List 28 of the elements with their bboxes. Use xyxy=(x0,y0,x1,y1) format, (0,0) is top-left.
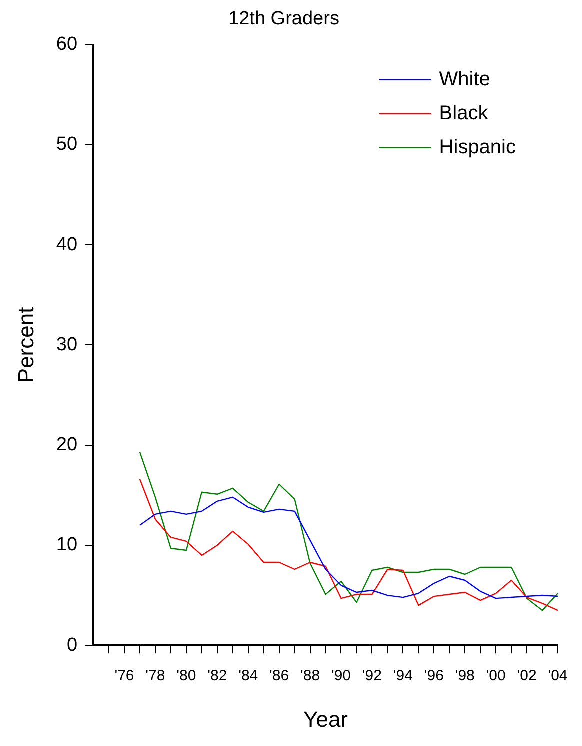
x-tick-label: '96 xyxy=(424,668,444,685)
y-tick-label: 50 xyxy=(56,134,78,156)
legend-label: Black xyxy=(439,102,490,124)
x-tick-label: '92 xyxy=(362,668,382,685)
y-tick-label: 60 xyxy=(56,34,78,56)
x-tick-label: '90 xyxy=(331,668,352,685)
x-tick-label: '78 xyxy=(146,668,166,685)
x-tick-label: '04 xyxy=(548,668,568,685)
x-tick-label: '80 xyxy=(176,668,196,685)
y-axis-title: Percent xyxy=(13,307,38,384)
chart-title: 12th Graders xyxy=(228,8,340,30)
y-tick-label: 20 xyxy=(56,434,78,456)
y-tick-label: 40 xyxy=(56,234,78,256)
x-axis-title: Year xyxy=(304,706,348,732)
x-tick-label: '86 xyxy=(270,668,290,685)
x-tick-label: '88 xyxy=(300,668,320,685)
y-tick-label: 30 xyxy=(56,334,78,356)
x-tick-label: '98 xyxy=(455,668,475,685)
y-tick-label: 10 xyxy=(56,534,78,556)
y-tick-label: 0 xyxy=(66,634,78,656)
x-tick-label: '82 xyxy=(208,668,228,685)
x-tick-label: '00 xyxy=(486,668,506,685)
x-tick-label: '76 xyxy=(114,668,134,685)
x-tick-label: '94 xyxy=(393,668,413,685)
x-tick-label: '02 xyxy=(517,668,537,685)
x-tick-label: '84 xyxy=(238,668,258,685)
legend-label: Hispanic xyxy=(439,136,516,158)
legend-label: White xyxy=(439,68,490,90)
